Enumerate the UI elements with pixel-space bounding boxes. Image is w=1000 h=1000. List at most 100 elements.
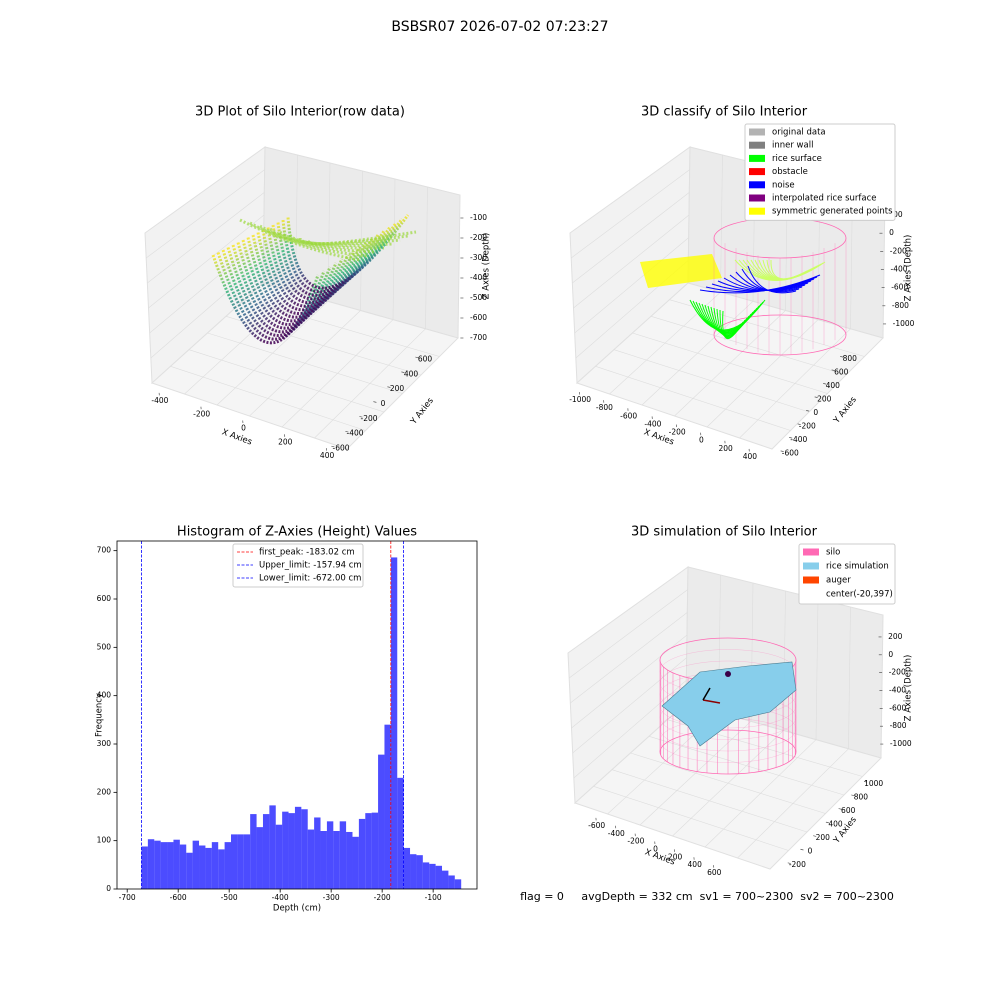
point-cloud-curve <box>231 244 344 330</box>
bar <box>397 777 404 889</box>
point-cloud-curve <box>259 224 377 254</box>
bar <box>147 839 155 889</box>
pane-grid <box>572 657 687 754</box>
y-tick-label: 400 <box>97 691 112 700</box>
y-tick-label: 800 <box>843 354 858 363</box>
footer-text: flag = 0 avgDepth = 332 cm sv1 = 700~230… <box>520 890 894 903</box>
legend-label: noise <box>772 180 795 190</box>
z-tick-label: -200 <box>470 233 487 242</box>
pane-grid <box>572 192 690 284</box>
x-axis-label: Depth (cm) <box>273 904 321 914</box>
tick-mark <box>851 794 855 797</box>
point-cloud-curve <box>271 224 392 301</box>
x-tick-label: -300 <box>323 893 340 902</box>
z-tick-label: -200 <box>889 668 906 677</box>
y-tick-label: 600 <box>97 594 112 603</box>
y-tick-label: 0 <box>808 847 813 856</box>
z-tick-label: -400 <box>891 265 908 274</box>
z-tick-label: -700 <box>470 333 487 342</box>
bar <box>243 834 251 889</box>
bar <box>378 754 385 889</box>
bar <box>410 854 417 889</box>
point-cloud-curve <box>288 233 401 246</box>
point-cloud-curve <box>249 221 369 258</box>
pane-grid <box>150 260 264 359</box>
z-tick-label: -200 <box>890 246 907 255</box>
legend-swatch <box>749 154 765 162</box>
y-tick-label: 600 <box>834 367 849 376</box>
x-tick-label: -400 <box>272 893 289 902</box>
x-tick-label: -600 <box>588 821 605 830</box>
y-tick-label: 200 <box>97 787 112 796</box>
x-tick-label: -400 <box>151 396 168 405</box>
z-tick-label: 0 <box>888 650 893 659</box>
y-tick-label: 400 <box>828 820 843 829</box>
bar <box>358 818 366 889</box>
legend-label: Upper_limit: -157.94 cm <box>259 561 362 571</box>
tick-mark <box>401 371 405 373</box>
y-tick-label: -200 <box>789 860 806 869</box>
x-tick-label: -700 <box>119 893 136 902</box>
bar <box>448 875 455 889</box>
pane-grid <box>425 186 428 329</box>
bar <box>403 847 411 889</box>
z-tick-label: -500 <box>470 293 487 302</box>
legend-label: first_peak: -183.02 cm <box>259 548 355 558</box>
point-cloud-curve <box>239 218 361 262</box>
y-tick-label: 400 <box>404 369 419 378</box>
bar <box>294 806 302 889</box>
z-tick-label: -600 <box>891 283 908 292</box>
legend-label: original data <box>772 128 826 138</box>
z-tick-label: -1000 <box>893 319 915 328</box>
point-cloud-curve <box>246 237 362 319</box>
pane-grid <box>360 170 363 311</box>
tick-mark <box>814 396 818 398</box>
point-cloud-curve <box>251 234 368 315</box>
bar <box>250 814 257 889</box>
legend-swatch <box>749 207 765 215</box>
tick-mark <box>415 356 419 359</box>
chart-title: Histogram of Z-Axies (Height) Values <box>177 525 417 540</box>
x-tick-label: 0 <box>699 436 704 445</box>
point-cloud-curve <box>226 247 338 334</box>
generated-points <box>640 254 722 288</box>
bar <box>454 879 462 889</box>
pane-grid <box>147 192 265 284</box>
z-tick-label: -400 <box>470 273 487 282</box>
decoration <box>144 146 886 870</box>
legend-swatch <box>749 141 765 149</box>
bar <box>346 831 353 889</box>
tick-mark <box>373 401 377 403</box>
legend-label: rice simulation <box>826 562 889 572</box>
y-tick-label: 200 <box>816 833 831 842</box>
tick-mark <box>331 445 335 448</box>
x-tick-label: -400 <box>608 829 625 838</box>
chart-title: 3D Plot of Silo Interior(row data) <box>195 105 405 120</box>
bar <box>435 865 443 889</box>
plot-frame <box>116 540 478 890</box>
bar <box>186 852 193 889</box>
bar <box>192 840 200 889</box>
x-tick-label: -100 <box>425 893 442 902</box>
point-cloud-curve <box>241 239 356 323</box>
bar <box>442 870 449 889</box>
legend-label: auger <box>826 576 851 586</box>
y-tick-label: 300 <box>97 739 112 748</box>
tick-mark <box>797 423 801 425</box>
tick-mark <box>863 781 868 783</box>
y-tick-label: 800 <box>854 792 869 801</box>
point-cloud-curve <box>236 242 350 326</box>
bar <box>282 811 289 889</box>
y-tick-label: 400 <box>826 381 841 390</box>
z-tick-label: -600 <box>470 313 487 322</box>
bar <box>390 557 398 889</box>
point-cloud-curve <box>276 222 398 297</box>
legend-box <box>744 123 896 221</box>
chart-title: 3D simulation of Silo Interior <box>631 525 818 540</box>
x-tick-label: -400 <box>644 419 661 428</box>
legend-swatch <box>749 168 765 176</box>
legend-label: inner wall <box>772 141 813 151</box>
tick-mark <box>806 410 810 412</box>
y-tick-label: 1000 <box>864 779 883 788</box>
